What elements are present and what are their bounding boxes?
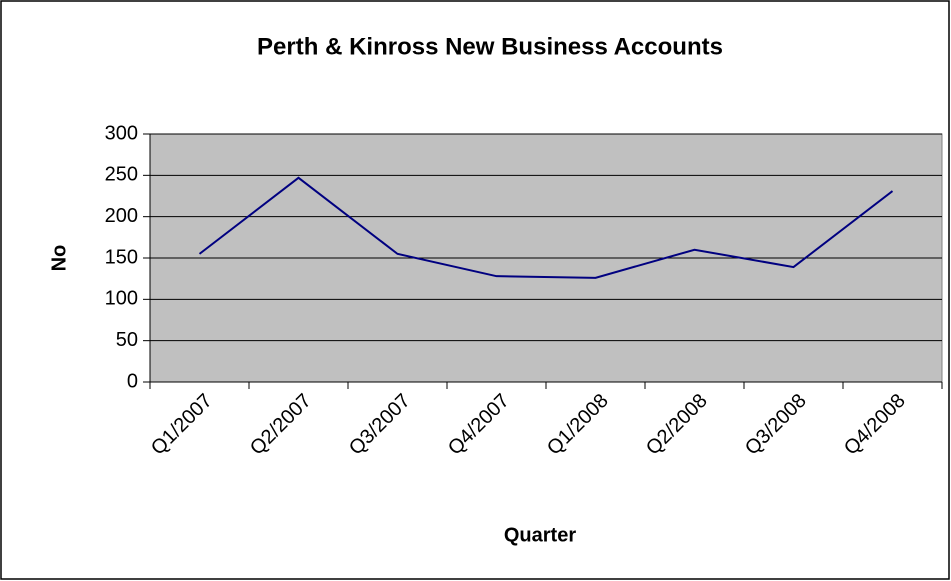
chart-title: Perth & Kinross New Business Accounts	[257, 33, 723, 60]
y-tick-label: 150	[105, 246, 138, 268]
y-tick-label: 300	[105, 122, 138, 144]
y-axis-label: No	[48, 245, 70, 272]
y-tick-label: 50	[116, 329, 138, 351]
data-line	[198, 176, 894, 279]
y-tick-label: 100	[105, 288, 138, 310]
y-tick-label: 200	[105, 205, 138, 227]
x-axis-label: Quarter	[504, 524, 576, 546]
y-tick-label: 250	[105, 164, 138, 186]
y-tick-label: 0	[127, 370, 138, 392]
